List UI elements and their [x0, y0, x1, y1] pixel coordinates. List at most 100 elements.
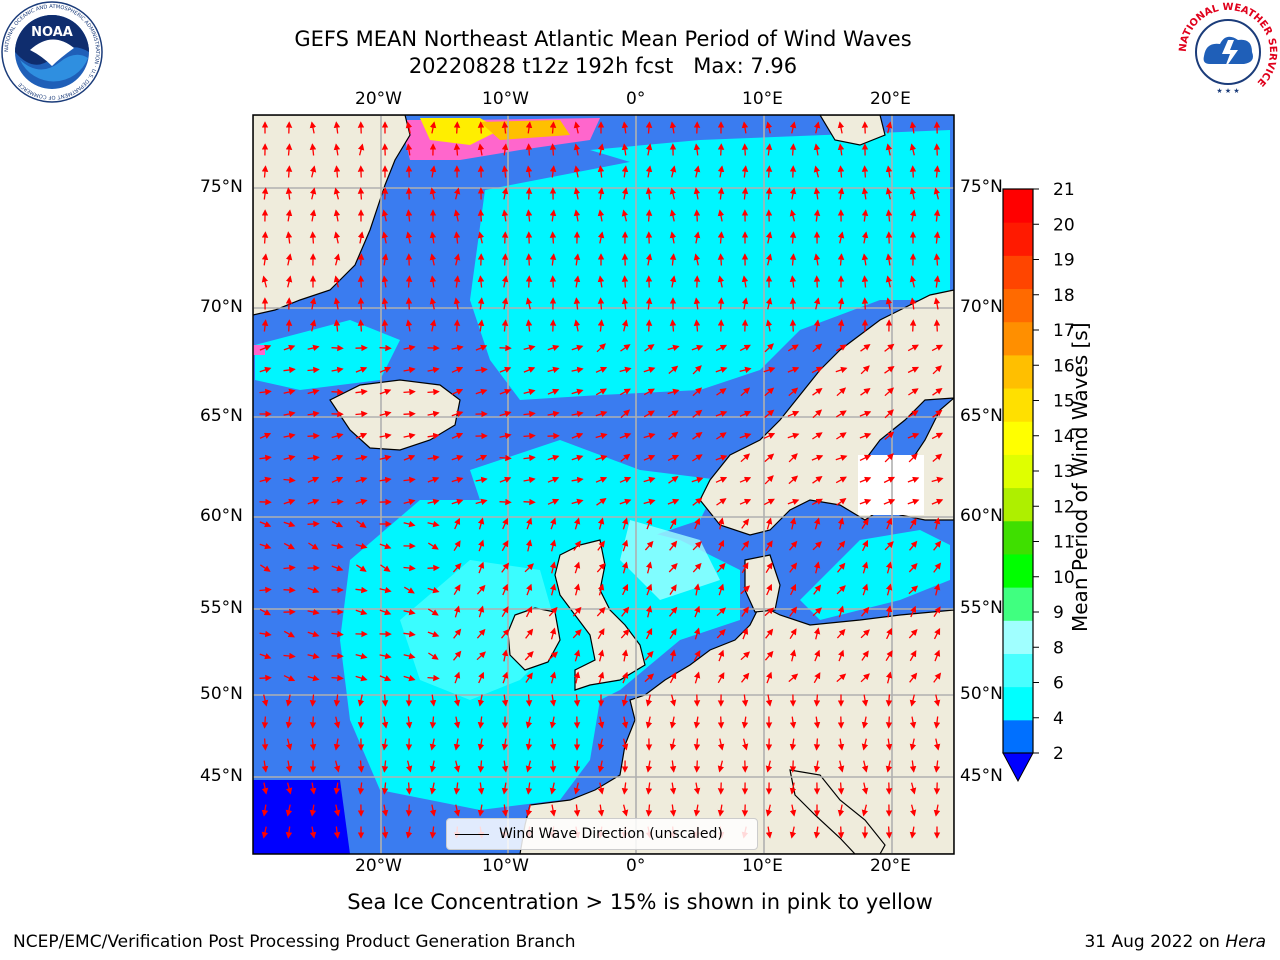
wind-wave-arrow: [525, 187, 533, 200]
wind-wave-arrow: [477, 694, 485, 707]
wind-wave-arrow: [765, 694, 773, 707]
wind-wave-arrow: [597, 209, 605, 222]
wind-wave-arrow: [355, 410, 368, 418]
wind-wave-arrow: [909, 121, 917, 134]
wind-wave-arrow: [715, 366, 728, 373]
colorbar-tick-label: 6: [1053, 674, 1064, 694]
wind-wave-arrow: [645, 782, 653, 795]
wind-wave-arrow: [740, 453, 751, 463]
wind-wave-arrow: [259, 454, 272, 462]
wind-wave-arrow: [645, 319, 653, 332]
wind-wave-arrow: [595, 366, 608, 373]
wind-wave-arrow: [933, 187, 941, 200]
wind-wave-arrow: [883, 498, 896, 505]
wind-wave-arrow: [932, 453, 943, 462]
wind-wave-arrow: [669, 121, 677, 134]
colorbar: 2 4 6 8 9 10 11 12 13 14 15 16 17 18 19 20 21: [1002, 180, 1075, 783]
wind-wave-arrow: [764, 343, 774, 353]
wind-wave-arrow: [548, 606, 558, 617]
wind-wave-arrow: [790, 583, 797, 596]
wind-wave-arrow: [595, 454, 608, 462]
wind-wave-arrow: [933, 672, 942, 683]
colorbar-tick-label: 4: [1053, 709, 1064, 729]
wind-wave-arrow: [739, 476, 752, 483]
wind-wave-arrow: [692, 562, 702, 573]
wind-wave-arrow: [357, 253, 365, 266]
wind-wave-arrow: [307, 587, 320, 594]
wind-wave-arrow: [571, 410, 584, 418]
wind-wave-arrow: [693, 143, 701, 156]
wind-wave-arrow: [405, 716, 413, 729]
wind-wave-arrow: [860, 673, 870, 683]
wind-wave-arrow: [909, 650, 917, 662]
wind-wave-arrow: [739, 432, 752, 440]
wind-wave-arrow: [283, 410, 296, 418]
wind-wave-arrow: [836, 432, 847, 440]
wind-wave-arrow: [693, 165, 701, 178]
wind-wave-arrow: [453, 275, 461, 288]
wind-wave-arrow: [429, 297, 437, 310]
wind-wave-arrow: [260, 564, 271, 572]
wind-wave-arrow: [764, 453, 775, 463]
wind-wave-arrow: [813, 187, 821, 200]
wind-wave-arrow: [357, 716, 365, 729]
wind-wave-arrow: [356, 564, 367, 572]
wind-wave-arrow: [429, 165, 437, 178]
wind-wave-arrow: [333, 694, 341, 707]
wind-wave-arrow: [885, 143, 893, 156]
wind-wave-arrow: [453, 760, 461, 773]
wind-wave-arrow: [501, 209, 509, 222]
wind-wave-arrow: [526, 517, 533, 530]
wind-wave-arrow: [357, 297, 365, 310]
wind-wave-arrow: [331, 520, 344, 528]
wind-wave-arrow: [717, 760, 725, 773]
wind-wave-arrow: [741, 540, 750, 551]
wind-wave-arrow: [573, 694, 581, 707]
wind-wave-arrow: [644, 344, 655, 352]
wind-wave-arrow: [717, 804, 725, 817]
wind-wave-arrow: [571, 498, 584, 506]
wind-wave-arrow: [547, 498, 560, 505]
wind-wave-arrow: [645, 187, 653, 200]
wind-wave-arrow: [813, 760, 821, 773]
colorbar-tick-label: 15: [1053, 392, 1075, 412]
wind-wave-arrow: [715, 344, 728, 352]
lat-tick-right: 60°N: [960, 506, 1003, 526]
wind-wave-arrow: [693, 716, 701, 729]
wind-wave-arrow: [837, 605, 845, 618]
wind-wave-arrow: [283, 675, 296, 682]
wind-wave-arrow: [355, 586, 368, 594]
wind-wave-arrow: [669, 540, 678, 551]
lat-tick-left: 75°N: [200, 177, 243, 197]
wind-wave-arrow: [669, 209, 677, 222]
wind-wave-arrow: [333, 165, 341, 178]
wind-wave-vectors: [259, 121, 944, 839]
wind-wave-arrow: [453, 297, 461, 310]
wind-wave-arrow: [333, 782, 341, 795]
wind-wave-arrow: [787, 432, 800, 439]
colorbar-tick-label: 11: [1053, 533, 1075, 553]
wind-wave-arrow: [403, 366, 416, 374]
wind-wave-arrow: [451, 388, 464, 395]
wind-wave-arrow: [837, 187, 845, 200]
wind-wave-arrow: [403, 608, 416, 616]
wind-wave-arrow: [309, 319, 317, 332]
wind-wave-arrow: [741, 121, 749, 134]
wind-wave-arrow: [549, 627, 557, 640]
wind-wave-arrow: [907, 344, 919, 352]
wind-wave-arrow: [789, 231, 797, 244]
wind-wave-arrow: [718, 539, 725, 552]
wind-wave-arrow: [884, 343, 895, 352]
wind-wave-arrow: [549, 209, 557, 222]
wind-wave-arrow: [741, 187, 749, 200]
wind-wave-arrow: [573, 253, 581, 266]
wind-wave-arrow: [907, 476, 920, 483]
wind-wave-arrow: [859, 454, 872, 461]
wind-wave-arrow: [835, 454, 848, 461]
wind-wave-arrow: [692, 454, 703, 462]
wind-wave-arrow: [813, 121, 821, 134]
wind-wave-arrow: [861, 187, 869, 200]
wind-wave-arrow: [502, 517, 509, 530]
wind-wave-arrow: [333, 319, 341, 332]
wind-wave-arrow: [549, 583, 557, 596]
